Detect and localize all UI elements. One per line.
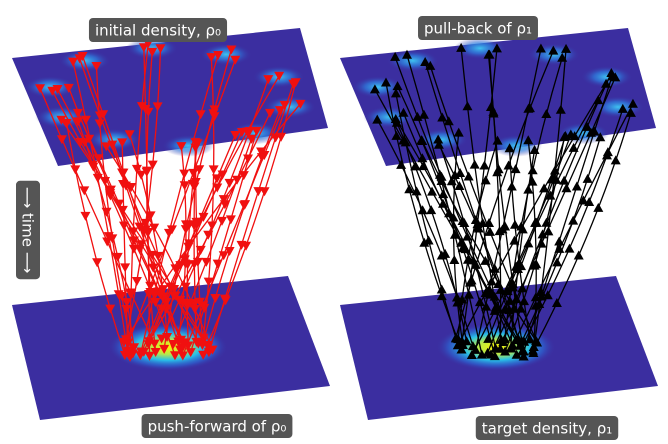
label-text: push-forward of ρ₀ [148, 418, 287, 436]
marker [528, 165, 538, 174]
label: target density, ρ₁ [476, 416, 618, 440]
marker [559, 176, 569, 185]
label-text: ⟶ time ⟶ [19, 187, 37, 273]
marker [418, 205, 428, 214]
label-text: pull-back of ρ₁ [424, 20, 532, 38]
marker [132, 277, 142, 286]
label: initial density, ρ₀ [89, 18, 227, 42]
marker [583, 174, 593, 183]
marker [449, 255, 459, 264]
label-text: target density, ρ₁ [482, 420, 612, 438]
marker [70, 165, 80, 174]
label: push-forward of ρ₀ [142, 414, 293, 438]
marker [470, 160, 480, 169]
planes [12, 28, 658, 420]
marker [179, 170, 189, 179]
marker [464, 172, 474, 181]
marker [593, 203, 603, 212]
marker [92, 258, 102, 267]
marker [564, 244, 574, 253]
marker [80, 212, 90, 221]
marker [120, 263, 130, 272]
marker [217, 217, 227, 226]
density-blob [363, 106, 415, 128]
marker [102, 208, 112, 217]
marker [611, 155, 621, 164]
marker [504, 161, 514, 170]
marker [253, 187, 263, 196]
marker [226, 215, 236, 224]
marker [426, 205, 436, 214]
marker [455, 168, 465, 177]
marker [574, 250, 584, 259]
label-text: initial density, ρ₀ [95, 22, 221, 40]
marker [209, 165, 219, 174]
marker [507, 182, 517, 191]
figure: initial density, ρ₀ pull-back of ρ₁ push-f… [0, 0, 668, 444]
label: ⟶ time ⟶ [16, 181, 40, 279]
marker [467, 275, 477, 284]
marker [479, 161, 489, 170]
marker [572, 181, 582, 190]
label: pull-back of ρ₁ [418, 16, 538, 40]
